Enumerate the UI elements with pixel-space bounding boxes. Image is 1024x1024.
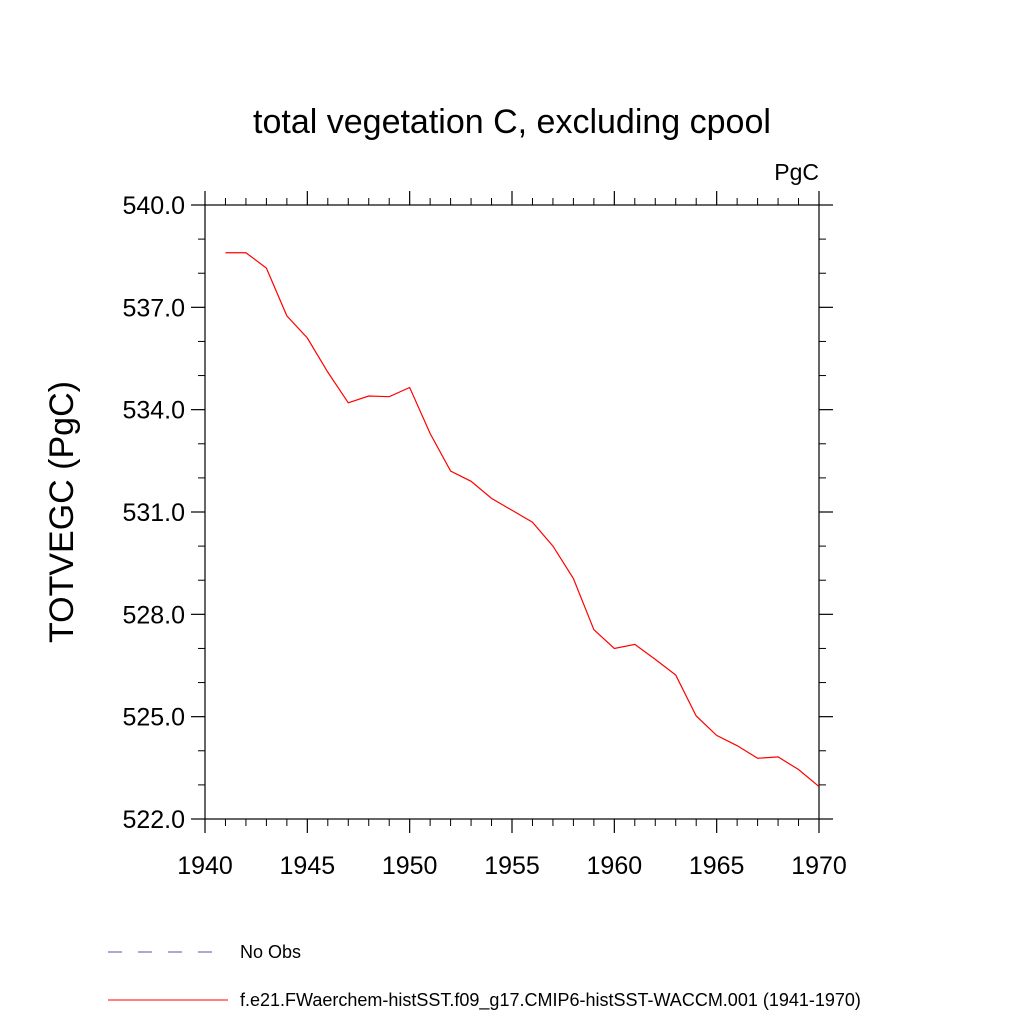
x-tick-label: 1945 bbox=[280, 852, 336, 880]
y-tick-labels: 522.0 525.0 528.0 531.0 534.0 537.0 540.0 bbox=[122, 192, 185, 834]
units-label: PgC bbox=[774, 159, 819, 185]
x-tick-label: 1965 bbox=[689, 852, 745, 880]
x-tick-labels: 1940 1945 1950 1955 1960 1965 1970 bbox=[177, 852, 847, 880]
legend-label: f.e21.FWaerchem-histSST.f09_g17.CMIP6-hi… bbox=[240, 990, 861, 1011]
y-tick-label: 525.0 bbox=[122, 704, 185, 732]
x-tick-label: 1960 bbox=[587, 852, 643, 880]
y-tick-label: 540.0 bbox=[122, 192, 185, 220]
y-tick-label: 531.0 bbox=[122, 499, 185, 527]
legend-label: No Obs bbox=[240, 942, 301, 962]
y-axis-label: TOTVEGC (PgC) bbox=[43, 381, 81, 643]
series-line bbox=[225, 252, 820, 788]
x-tick-label: 1970 bbox=[791, 852, 847, 880]
y-tick-label: 534.0 bbox=[122, 397, 185, 425]
plot-frame bbox=[204, 204, 820, 820]
chart-title: total vegetation C, excluding cpool bbox=[253, 103, 771, 141]
y-tick-label: 522.0 bbox=[122, 806, 185, 834]
axis-ticks bbox=[191, 191, 833, 833]
y-tick-label: 528.0 bbox=[122, 601, 185, 629]
y-tick-label: 537.0 bbox=[122, 294, 185, 322]
series-layer bbox=[225, 252, 820, 788]
x-tick-label: 1940 bbox=[177, 852, 233, 880]
x-tick-label: 1950 bbox=[382, 852, 438, 880]
legend: No Obs f.e21.FWaerchem-histSST.f09_g17.CM… bbox=[108, 942, 861, 1011]
x-tick-label: 1955 bbox=[484, 852, 540, 880]
